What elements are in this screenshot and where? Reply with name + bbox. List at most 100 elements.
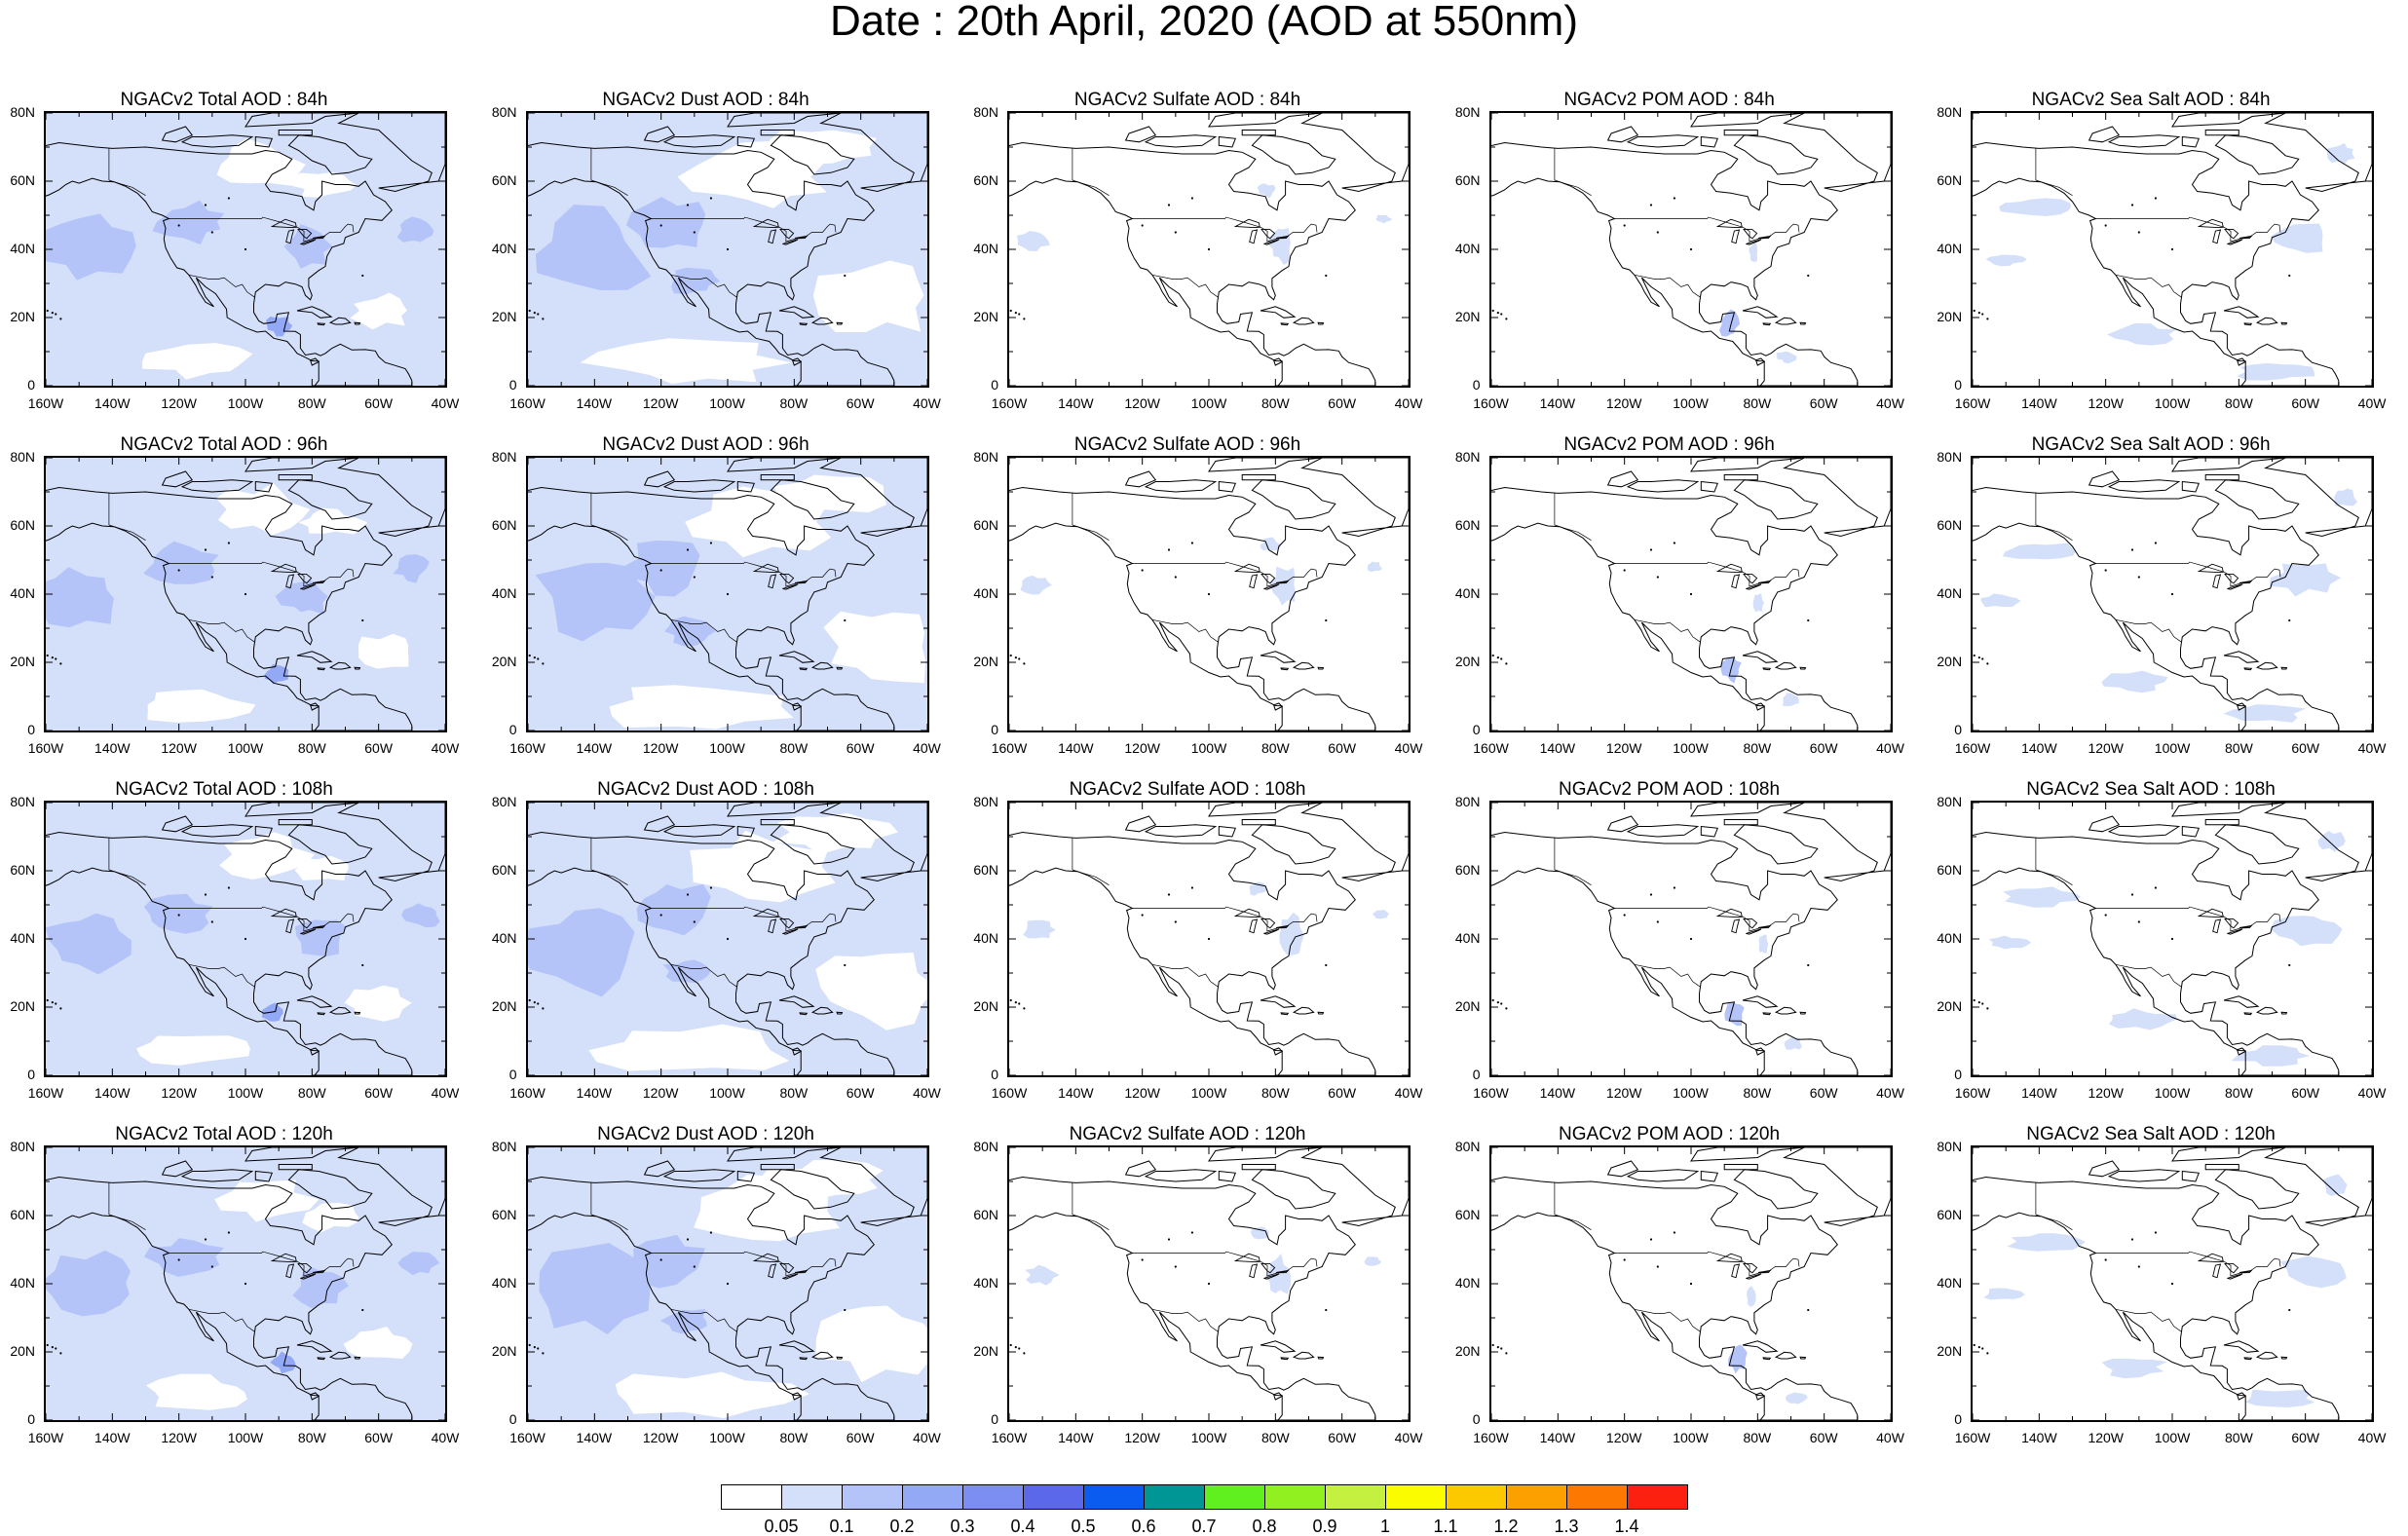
- aod-plume: [397, 1252, 440, 1276]
- map-frame: [525, 801, 929, 1077]
- lon-label: 160W: [27, 1085, 64, 1101]
- island-outline: [1273, 1392, 1284, 1401]
- island-outline: [328, 1006, 352, 1015]
- aod-map: [1490, 803, 1891, 1075]
- lat-label: 40N: [973, 585, 999, 601]
- country-border: [168, 216, 355, 243]
- lon-label: 160W: [1954, 740, 1991, 756]
- island-dot: [709, 886, 712, 889]
- lon-label: 120W: [642, 1430, 679, 1445]
- island-dot: [1806, 618, 1809, 622]
- lon-label: 60W: [1328, 740, 1357, 756]
- aod-plume: [2327, 142, 2355, 165]
- lat-label: 60N: [1937, 862, 1963, 878]
- lat-label: 20N: [1937, 309, 1963, 324]
- lat-label: 0: [1954, 1411, 1963, 1427]
- island-outline: [337, 1147, 445, 1227]
- island-outline: [662, 824, 735, 838]
- lon-label: 40W: [1876, 1085, 1904, 1101]
- island-dot: [1981, 1002, 1984, 1005]
- island-dot: [1673, 197, 1675, 200]
- lake-outline: [2224, 918, 2239, 929]
- island-outline: [1761, 667, 1771, 671]
- lake-outline: [1263, 1273, 1280, 1280]
- country-border: [670, 963, 737, 988]
- aod-map: [1490, 458, 1891, 731]
- aod-low-region: [147, 689, 256, 723]
- lake-outline: [1745, 928, 1761, 935]
- aod-low-region: [357, 633, 409, 669]
- lat-label: 20N: [1454, 1343, 1481, 1359]
- lat-label: 80N: [1454, 449, 1481, 465]
- map-frame: [1488, 111, 1893, 388]
- island-dot: [1014, 1346, 1017, 1349]
- lake-outline: [778, 918, 794, 929]
- island-dot: [2137, 576, 2141, 579]
- island-dot: [204, 204, 207, 206]
- island-outline: [1606, 1160, 1638, 1178]
- island-outline: [798, 1012, 808, 1016]
- island-dot: [2104, 224, 2107, 227]
- lon-label: 40W: [2357, 1430, 2387, 1445]
- coastline: [1490, 141, 1858, 386]
- island-outline: [810, 317, 834, 325]
- country-border: [590, 524, 628, 541]
- aod-plume: [2101, 1358, 2167, 1379]
- lon-label: 140W: [1539, 395, 1576, 411]
- figure-title: Date : 20th April, 2020 (AOD at 550nm): [830, 0, 1578, 45]
- lake-outline: [1730, 574, 1740, 589]
- lat-label: 60N: [10, 1207, 35, 1222]
- island-outline: [1300, 803, 1410, 882]
- island-outline: [2255, 317, 2278, 325]
- island-outline: [296, 1340, 333, 1353]
- aod-plume: [627, 1234, 705, 1289]
- panel-title: NGACv2 POM AOD : 120h: [1559, 1124, 1781, 1144]
- map-panel: NGACv2 Total AOD : 120h 80N 60N 40N 20N 0 160W…: [0, 1124, 459, 1455]
- aod-plume: [2237, 362, 2315, 381]
- lat-label: 80N: [973, 449, 999, 465]
- island-outline: [1733, 1169, 1819, 1210]
- lat-label: 40N: [491, 1275, 517, 1291]
- lon-label: 120W: [161, 395, 197, 411]
- island-outline: [1218, 825, 1237, 838]
- lon-label: 120W: [642, 740, 679, 756]
- country-border: [188, 1308, 255, 1332]
- lon-label: 160W: [27, 740, 64, 756]
- lat-label: 60N: [10, 517, 35, 533]
- lon-label: 140W: [94, 740, 131, 756]
- island-outline: [1273, 702, 1284, 711]
- island-outline: [791, 357, 802, 366]
- lon-label: 100W: [709, 1085, 745, 1101]
- aod-plume: [1983, 1288, 2025, 1300]
- island-outline: [1700, 1170, 1718, 1182]
- lake-outline: [778, 228, 794, 240]
- island-outline: [278, 819, 313, 826]
- lon-label: 60W: [364, 395, 394, 411]
- island-dot: [1986, 1007, 1989, 1010]
- colorbar-swatch: [842, 1484, 903, 1510]
- lon-label: 40W: [1394, 1085, 1423, 1101]
- island-outline: [2223, 995, 2260, 1008]
- island-dot: [1806, 1308, 1809, 1312]
- lake-outline: [767, 574, 776, 589]
- island-outline: [2214, 824, 2300, 865]
- aod-plume: [270, 1351, 296, 1374]
- lon-label: 40W: [1876, 1430, 1904, 1445]
- map-frame: [1971, 801, 2375, 1077]
- lon-label: 100W: [1190, 740, 1227, 756]
- coastline: [46, 141, 413, 386]
- island-dot: [726, 592, 729, 596]
- country-border: [590, 869, 628, 885]
- lon-label: 100W: [1190, 1085, 1227, 1101]
- coastline: [527, 831, 894, 1075]
- island-dot: [2137, 920, 2141, 923]
- island-outline: [1606, 470, 1638, 488]
- island-dot: [1973, 998, 1975, 1002]
- island-outline: [778, 651, 815, 663]
- lat-label: 0: [508, 722, 517, 737]
- island-outline: [2171, 113, 2286, 128]
- aod-low-region: [814, 953, 927, 1030]
- lon-label: 140W: [1539, 740, 1576, 756]
- island-outline: [2214, 1169, 2300, 1210]
- island-dot: [1207, 1282, 1211, 1286]
